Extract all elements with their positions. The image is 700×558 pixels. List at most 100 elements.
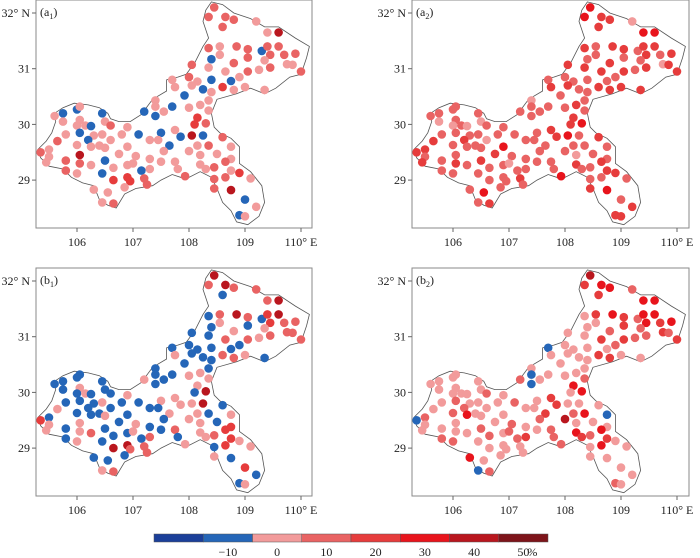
station-point	[448, 169, 458, 178]
station-point	[636, 324, 645, 333]
station-point	[134, 130, 143, 139]
station-point	[518, 448, 528, 457]
station-point	[117, 398, 127, 407]
station-point	[204, 106, 213, 115]
station-point	[434, 109, 444, 118]
station-point	[142, 180, 152, 189]
station-point	[611, 168, 620, 178]
station-point	[151, 96, 160, 105]
station-point	[451, 370, 461, 379]
station-point	[229, 353, 239, 363]
station-point	[260, 324, 269, 333]
station-point	[120, 183, 129, 192]
station-point	[117, 130, 127, 139]
x-tick-label: 106	[68, 503, 86, 517]
station-point	[493, 130, 503, 139]
region-boundary	[37, 269, 310, 494]
station-point	[611, 72, 620, 82]
station-point	[187, 349, 197, 358]
station-point	[201, 119, 211, 128]
region-boundary	[413, 1, 686, 226]
station-point	[142, 448, 152, 457]
station-point	[176, 400, 185, 410]
station-point	[476, 411, 486, 421]
y-tick-label: 29	[18, 173, 30, 187]
station-point	[594, 132, 603, 142]
station-point	[221, 67, 230, 76]
station-point	[184, 146, 194, 156]
station-point	[204, 331, 213, 340]
station-point	[473, 437, 483, 446]
station-point	[265, 63, 275, 72]
station-point	[577, 432, 587, 442]
station-point	[437, 130, 447, 139]
station-point	[180, 171, 190, 181]
station-point	[184, 103, 194, 112]
station-point	[274, 296, 283, 305]
station-point	[193, 141, 202, 150]
panel-label: (b1)	[40, 273, 58, 289]
station-point	[546, 125, 556, 135]
station-point	[75, 150, 85, 160]
station-point	[263, 42, 272, 51]
station-point	[473, 198, 483, 207]
station-point	[588, 149, 598, 159]
station-point	[605, 15, 615, 24]
station-point	[473, 130, 483, 139]
station-point	[240, 480, 250, 489]
station-point	[226, 453, 236, 463]
y-tick-label: 29	[18, 441, 30, 455]
x-tick-label: 109	[612, 503, 630, 517]
station-point	[159, 414, 169, 424]
station-point	[569, 381, 578, 391]
station-point	[145, 422, 155, 432]
station-point	[240, 350, 250, 360]
station-point	[226, 142, 236, 151]
station-point	[235, 340, 244, 350]
station-point	[173, 432, 183, 442]
station-point	[546, 425, 556, 435]
station-point	[594, 82, 603, 92]
station-point	[501, 176, 511, 186]
station-point	[619, 53, 629, 62]
station-point	[100, 424, 110, 433]
station-point	[145, 135, 155, 145]
panel-label: (a2)	[416, 5, 433, 21]
colorbar-tick-label: −10	[218, 545, 237, 558]
station-point	[574, 353, 584, 362]
station-point	[515, 107, 525, 116]
station-point	[58, 385, 68, 394]
station-point	[577, 387, 587, 396]
x-tick-label: 110° E	[285, 235, 318, 249]
station-point	[151, 102, 160, 111]
station-point	[226, 410, 236, 420]
station-point	[131, 419, 141, 429]
station-point	[296, 335, 306, 344]
station-point	[527, 364, 536, 373]
station-point	[41, 158, 51, 167]
x-tick-label: 106	[444, 235, 462, 249]
station-point	[667, 49, 676, 58]
station-point	[97, 169, 107, 178]
station-point	[597, 441, 606, 450]
station-point	[641, 331, 651, 340]
station-point	[215, 310, 225, 319]
station-point	[195, 100, 205, 110]
station-point	[560, 371, 570, 381]
station-point	[583, 54, 592, 64]
station-point	[173, 164, 183, 174]
station-point	[50, 111, 59, 121]
station-point	[207, 355, 216, 365]
station-point	[123, 390, 132, 400]
station-point	[240, 463, 250, 472]
station-point	[153, 135, 163, 145]
station-point	[204, 311, 213, 321]
station-point	[193, 381, 202, 391]
x-tick-label: 107	[124, 503, 142, 517]
station-point	[75, 128, 85, 138]
station-point	[260, 85, 269, 95]
station-point	[263, 310, 272, 319]
station-point	[563, 131, 573, 140]
x-tick-label: 110° E	[661, 503, 694, 517]
station-point	[167, 75, 177, 85]
